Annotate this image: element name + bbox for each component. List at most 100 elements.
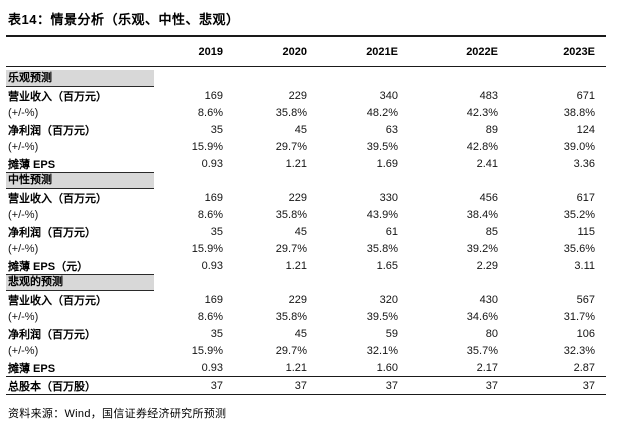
- cell-2019: 8.6%: [197, 310, 223, 323]
- section-row-pessimistic: 悲观的预测: [6, 274, 606, 291]
- cell-2023e: 38.8%: [563, 106, 595, 119]
- cell-2023e: 671: [576, 89, 595, 102]
- table-row: 摊薄 EPS（元） 0.93 1.21 1.65 2.29 3.11: [6, 257, 606, 274]
- cell-2022e: 89: [485, 123, 498, 136]
- cell-2023e: 567: [576, 293, 595, 306]
- column-header-2022e: 2022E: [466, 45, 498, 58]
- table-row: 净利润（百万元） 35 45 59 80 106: [6, 325, 606, 342]
- cell-2023e: 35.2%: [563, 208, 595, 221]
- cell-2022e: 2.41: [476, 157, 498, 170]
- cell-2022e: 2.29: [476, 259, 498, 272]
- cell-2021e: 340: [379, 89, 398, 102]
- cell-2022e: 35.7%: [466, 344, 498, 357]
- cell-2023e: 32.3%: [563, 344, 595, 357]
- row-label: (+/-%): [8, 106, 39, 119]
- row-label: 摊薄 EPS（元）: [8, 260, 89, 273]
- table-row: (+/-%) 15.9% 29.7% 39.5% 42.8% 39.0%: [6, 138, 606, 155]
- cell-2021e: 35.8%: [366, 242, 398, 255]
- row-label: 摊薄 EPS: [8, 362, 56, 375]
- cell-2020: 29.7%: [275, 242, 307, 255]
- cell-2023e: 39.0%: [563, 140, 595, 153]
- cell-2019: 0.93: [201, 157, 223, 170]
- cell-2019: 8.6%: [197, 208, 223, 221]
- column-header-2020: 2020: [282, 45, 307, 58]
- cell-2022e: 42.3%: [466, 106, 498, 119]
- cell-2020: 45: [294, 225, 307, 238]
- table-row: 营业收入（百万元） 169 229 340 483 671: [6, 87, 606, 104]
- cell-2020: 45: [294, 123, 307, 136]
- cell-2020: 1.21: [285, 157, 307, 170]
- cell-2020: 29.7%: [275, 140, 307, 153]
- cell-2023e: 3.36: [573, 157, 595, 170]
- section-row-optimistic: 乐观预测: [6, 70, 606, 87]
- cell-2023e: 106: [576, 327, 595, 340]
- table-row: (+/-%) 15.9% 29.7% 32.1% 35.7% 32.3%: [6, 342, 606, 359]
- cell-2020: 35.8%: [275, 208, 307, 221]
- row-label: 摊薄 EPS: [8, 158, 56, 171]
- cell-2019: 8.6%: [197, 106, 223, 119]
- cell-2020: 35.8%: [275, 310, 307, 323]
- cell-2022e: 42.8%: [466, 140, 498, 153]
- table-row: 摊薄 EPS 0.93 1.21 1.69 2.41 3.36: [6, 155, 606, 172]
- cell-2019: 35: [210, 225, 223, 238]
- section-label: 中性预测: [6, 172, 154, 189]
- cell-2022e: 483: [479, 89, 498, 102]
- table-row: (+/-%) 15.9% 29.7% 35.8% 39.2% 35.6%: [6, 240, 606, 257]
- cell-2021e: 43.9%: [366, 208, 398, 221]
- cell-2022e: 38.4%: [466, 208, 498, 221]
- cell-2020: 229: [288, 191, 307, 204]
- cell-2023e: 37: [582, 379, 595, 392]
- table-row: 摊薄 EPS 0.93 1.21 1.60 2.17 2.87: [6, 359, 606, 376]
- cell-2022e: 34.6%: [466, 310, 498, 323]
- row-label: 净利润（百万元）: [8, 124, 96, 137]
- column-header-2021e: 2021E: [366, 45, 398, 58]
- cell-2021e: 61: [385, 225, 398, 238]
- cell-2023e: 617: [576, 191, 595, 204]
- table-row: 净利润（百万元） 35 45 61 85 115: [6, 223, 606, 240]
- cell-2019: 169: [204, 293, 223, 306]
- row-label: 净利润（百万元）: [8, 226, 96, 239]
- cell-2022e: 85: [485, 225, 498, 238]
- cell-2021e: 63: [385, 123, 398, 136]
- cell-2020: 29.7%: [275, 344, 307, 357]
- source-note: 资料来源：Wind，国信证券经济研究所预测: [8, 408, 227, 420]
- table-row: (+/-%) 8.6% 35.8% 43.9% 38.4% 35.2%: [6, 206, 606, 223]
- cell-2020: 229: [288, 89, 307, 102]
- cell-2020: 37: [294, 379, 307, 392]
- cell-2021e: 39.5%: [366, 140, 398, 153]
- cell-2021e: 48.2%: [366, 106, 398, 119]
- cell-2021e: 1.60: [376, 361, 398, 374]
- scenario-table: 2019 2020 2021E 2022E 2023E 乐观预测 营业收入（百万…: [6, 37, 606, 395]
- cell-2023e: 115: [577, 225, 595, 238]
- section-row-neutral: 中性预测: [6, 172, 606, 189]
- cell-2022e: 80: [485, 327, 498, 340]
- cell-2023e: 3.11: [574, 259, 595, 272]
- cell-2021e: 1.65: [376, 259, 398, 272]
- cell-2021e: 39.5%: [366, 310, 398, 323]
- cell-2021e: 1.69: [376, 157, 398, 170]
- cell-2020: 45: [294, 327, 307, 340]
- cell-2019: 15.9%: [191, 242, 223, 255]
- section-label: 乐观预测: [6, 70, 154, 87]
- row-label: 净利润（百万元）: [8, 328, 96, 341]
- cell-2022e: 430: [479, 293, 498, 306]
- row-label: (+/-%): [8, 208, 39, 221]
- cell-2020: 35.8%: [275, 106, 307, 119]
- cell-2019: 35: [210, 123, 223, 136]
- cell-2020: 1.21: [285, 361, 307, 374]
- table-row: (+/-%) 8.6% 35.8% 39.5% 34.6% 31.7%: [6, 308, 606, 325]
- row-label: (+/-%): [8, 310, 39, 323]
- cell-2023e: 124: [576, 123, 595, 136]
- cell-2021e: 320: [379, 293, 398, 306]
- table-row: 营业收入（百万元） 169 229 330 456 617: [6, 189, 606, 206]
- cell-2020: 229: [288, 293, 307, 306]
- row-label: 营业收入（百万元）: [8, 294, 107, 307]
- cell-2019: 0.93: [201, 361, 223, 374]
- total-shares-row: 总股本（百万股） 37 37 37 37 37: [6, 376, 606, 395]
- table-title: 表14：情景分析（乐观、中性、悲观）: [6, 7, 606, 37]
- table-row: (+/-%) 8.6% 35.8% 48.2% 42.3% 38.8%: [6, 104, 606, 121]
- cell-2022e: 37: [485, 379, 498, 392]
- cell-2022e: 2.17: [476, 361, 498, 374]
- cell-2021e: 330: [379, 191, 398, 204]
